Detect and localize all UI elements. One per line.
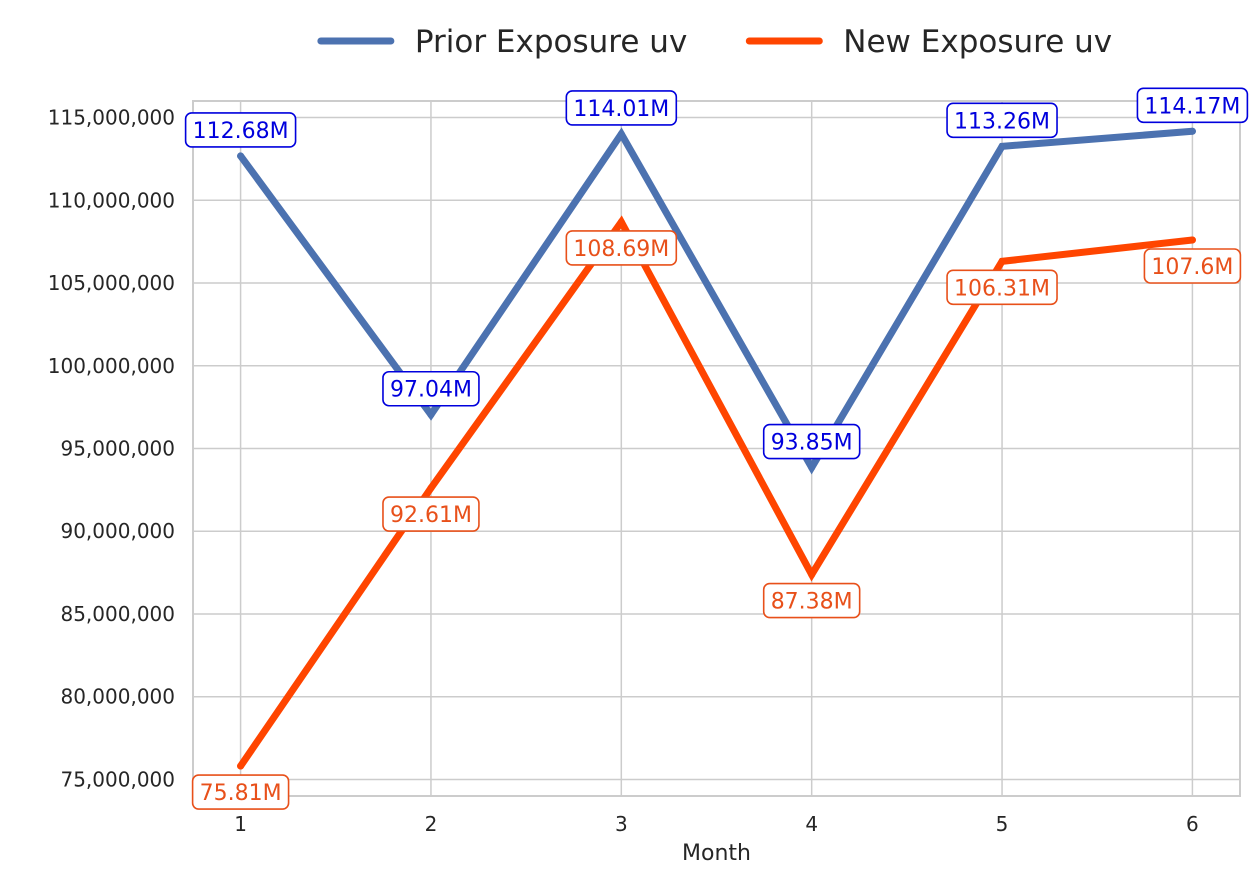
data-point [808,571,816,579]
data-label: 87.38M [762,582,861,619]
data-label-box [382,370,480,407]
data-label: 106.31M [946,269,1058,306]
data-label-box [191,774,290,810]
data-label-box [762,423,861,460]
data-label-text: 114.17M [1144,94,1240,119]
data-label-text: 113.26M [954,109,1050,134]
data-label-box [1143,248,1242,284]
x-tick-label: 6 [1186,812,1199,836]
data-labels-layer: 112.68M 97.04M 114.01M 93.85M 113.26M 114.17M… [184,87,1249,810]
data-point [237,762,245,770]
data-label: 113.26M [946,102,1058,139]
data-label-text: 87.38M [771,590,853,615]
y-tick-label: 75,000,000 [60,767,175,791]
y-tick-label: 105,000,000 [48,271,175,295]
legend-label: Prior Exposure uv [415,24,687,60]
y-tick-label: 100,000,000 [48,354,175,378]
legend-item: Prior Exposure uv [317,24,687,60]
data-label-text: 97.04M [390,378,472,403]
data-label-box [1136,87,1249,124]
y-tick-label: 85,000,000 [60,602,175,626]
data-label-text: 108.69M [573,237,669,262]
x-tick-label: 2 [425,812,438,836]
data-label-box [382,496,480,532]
data-label: 108.69M [565,230,678,266]
data-point [998,257,1006,265]
data-label-text: 92.61M [390,503,472,528]
data-label: 75.81M [191,774,290,810]
data-point [237,152,245,160]
data-point [998,142,1006,150]
x-tick-label: 5 [996,812,1009,836]
data-label: 114.01M [565,90,678,126]
data-label-text: 75.81M [200,781,282,806]
legend: Prior Exposure uv New Exposure uv [317,24,1112,60]
plot-frame [192,100,1241,797]
series-line-2 [237,215,1196,770]
data-label-box [946,269,1058,306]
data-point [617,130,625,138]
data-label: 97.04M [382,370,480,407]
data-label: 92.61M [382,496,480,532]
x-axis-title: Month [682,841,751,866]
y-tick-label: 110,000,000 [48,188,175,212]
x-tick-label: 3 [615,812,628,836]
data-label: 114.17M [1136,87,1249,124]
data-label-text: 107.6M [1151,255,1233,280]
y-tick-label: 115,000,000 [48,106,175,130]
x-tick-label: 4 [805,812,818,836]
data-point [1188,127,1196,135]
y-tick-label: 95,000,000 [60,437,175,461]
data-label-box [762,582,861,619]
data-point [1188,236,1196,244]
data-point [427,484,435,492]
data-label-text: 112.68M [193,119,289,144]
y-tick-label: 90,000,000 [60,519,175,543]
axes-layer: 75,000,000 80,000,000 85,000,000 90,000,000… [48,106,1199,866]
data-label-box [565,230,678,266]
data-point [427,411,435,419]
data-label: 93.85M [762,423,861,460]
y-tick-label: 80,000,000 [60,685,175,709]
data-label: 107.6M [1143,248,1242,284]
data-label-text: 93.85M [771,431,853,456]
data-label-box [565,90,678,126]
data-point [617,218,625,226]
x-tick-label: 1 [234,812,247,836]
legend-label: New Exposure uv [843,24,1112,60]
legend-item: New Exposure uv [745,24,1112,60]
data-label: 112.68M [184,112,297,148]
data-label-text: 114.01M [573,97,669,122]
data-label-box [184,112,297,148]
grid-layer [193,101,1240,796]
data-label-box [946,102,1058,139]
data-point [808,464,816,472]
data-label-text: 106.31M [954,276,1050,301]
